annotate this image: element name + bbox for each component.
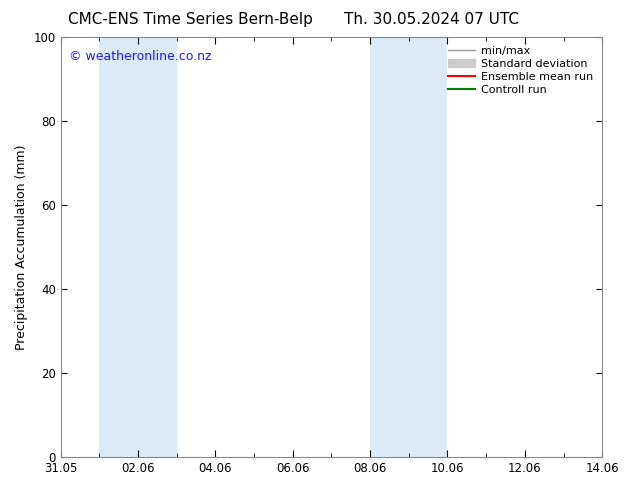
Text: CMC-ENS Time Series Bern-Belp: CMC-ENS Time Series Bern-Belp [68,12,313,27]
Y-axis label: Precipitation Accumulation (mm): Precipitation Accumulation (mm) [15,145,28,350]
Text: © weatheronline.co.nz: © weatheronline.co.nz [69,50,211,63]
Legend: min/max, Standard deviation, Ensemble mean run, Controll run: min/max, Standard deviation, Ensemble me… [444,43,597,98]
Text: Th. 30.05.2024 07 UTC: Th. 30.05.2024 07 UTC [344,12,519,27]
Bar [370,37,448,457]
Bar [100,37,177,457]
